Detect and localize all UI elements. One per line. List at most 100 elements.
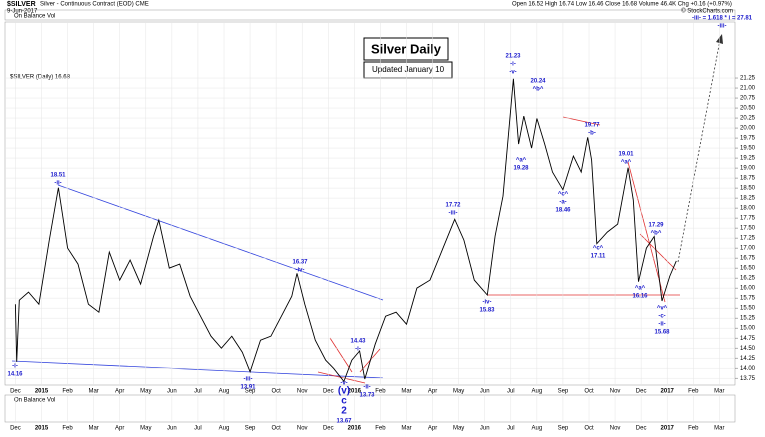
x-tick-label: Jul	[507, 426, 515, 432]
x-tick-label: 2017	[661, 426, 675, 432]
wave-label: ^a^	[516, 158, 527, 164]
wave-label: 18.46	[555, 208, 571, 214]
x-tick-label: Nov	[610, 426, 621, 432]
x-tick-label: Jul	[507, 389, 515, 395]
x-tick-label: Dec	[636, 426, 647, 432]
y-tick-label: 17.75	[740, 216, 756, 222]
wave-label: -iv-	[296, 268, 305, 274]
x-tick-label: Aug	[532, 426, 543, 432]
y-tick-label: 19.75	[740, 136, 756, 142]
wave-label: 17.11	[591, 254, 606, 260]
legend-entry: $SILVER (Daily) 16.68	[10, 75, 71, 81]
wave-label: -v-	[340, 381, 347, 387]
x-tick-label: Dec	[10, 389, 21, 395]
x-tick-label: Aug	[219, 426, 230, 432]
y-tick-label: 18.50	[740, 186, 756, 192]
x-tick-label: Mar	[714, 426, 724, 432]
x-tick-label: Aug	[532, 389, 543, 395]
x-tick-label: May	[140, 389, 151, 395]
wave-label: -i-	[12, 364, 18, 370]
wave-label: ^v^	[657, 306, 668, 312]
wave-label: 16.37	[292, 260, 308, 266]
x-tick-label: May	[453, 389, 464, 395]
title-box	[363, 37, 449, 61]
x-tick-label: Feb	[375, 389, 386, 395]
x-tick-label: Jun	[480, 389, 490, 395]
y-tick-label: 21.25	[740, 76, 756, 82]
x-tick-label: Feb	[62, 426, 73, 432]
x-tick-label: Jun	[167, 426, 177, 432]
x-tick-label: Jul	[194, 389, 202, 395]
y-tick-label: 20.00	[740, 126, 756, 132]
wave-label: 17.72	[445, 203, 461, 209]
y-tick-label: 14.50	[740, 346, 756, 352]
x-tick-label: Mar	[88, 426, 98, 432]
wave-label: 14.16	[7, 372, 23, 378]
y-tick-label: 15.75	[740, 296, 756, 302]
y-tick-label: 20.50	[740, 106, 756, 112]
x-tick-label: Sep	[245, 426, 256, 432]
source: © StockCharts.com	[681, 8, 733, 15]
y-tick-label: 17.25	[740, 236, 756, 242]
wave-label: -ii-	[658, 322, 665, 328]
x-tick-label: Jul	[194, 426, 202, 432]
y-tick-label: 18.00	[740, 206, 756, 212]
wave-label: 2	[341, 406, 347, 417]
x-tick-label: Jun	[480, 426, 490, 432]
x-tick-label: Mar	[714, 389, 724, 395]
x-tick-label: Nov	[297, 389, 308, 395]
x-tick-label: Oct	[271, 426, 281, 432]
wave-label: ^c^	[593, 246, 604, 252]
x-tick-label: Oct	[584, 426, 594, 432]
x-tick-label: May	[453, 426, 464, 432]
wave-label: 19.28	[513, 166, 529, 172]
x-tick-label: Mar	[88, 389, 98, 395]
y-tick-label: 20.25	[740, 116, 756, 122]
x-tick-label: Oct	[584, 389, 594, 395]
x-tick-label: Sep	[558, 426, 569, 432]
wave-label: 14.43	[350, 339, 366, 345]
x-tick-label: Jun	[167, 389, 177, 395]
x-tick-label: Aug	[219, 389, 230, 395]
y-tick-label: 16.25	[740, 276, 756, 282]
wave-label: 17.29	[648, 223, 664, 229]
description: Silver - Continuous Contract (EOD) CME	[40, 2, 149, 8]
wave-label: -iv-	[483, 300, 492, 306]
y-tick-label: 13.75	[740, 376, 756, 382]
x-tick-label: Mar	[401, 426, 411, 432]
x-tick-label: 2015	[35, 426, 49, 432]
price-panel	[4, 21, 736, 386]
x-tick-label: Apr	[115, 389, 124, 395]
wave-label: ^a^	[621, 160, 632, 166]
x-tick-label: May	[140, 426, 151, 432]
y-tick-label: 14.00	[740, 366, 756, 372]
y-tick-label: 19.00	[740, 166, 756, 172]
wave-label: 13.67	[336, 419, 352, 425]
y-tick-label: 15.25	[740, 316, 756, 322]
wave-label: 20.24	[530, 79, 546, 85]
wave-label: 16.16	[632, 294, 648, 300]
y-tick-label: 21.00	[740, 86, 756, 92]
x-tick-label: Nov	[297, 426, 308, 432]
y-tick-label: 19.50	[740, 146, 756, 152]
wave-label: -v-	[509, 70, 516, 76]
x-tick-label: Feb	[375, 426, 386, 432]
x-tick-label: Sep	[558, 389, 569, 395]
wave-label: 15.83	[479, 308, 495, 314]
x-tick-label: Nov	[610, 389, 621, 395]
y-tick-label: 15.00	[740, 326, 756, 332]
y-tick-label: 16.50	[740, 266, 756, 272]
wave-label: -ii-	[54, 181, 61, 187]
y-tick-label: 16.75	[740, 256, 756, 262]
wave-label: -a-	[559, 200, 566, 206]
wave-label: -iii-	[244, 377, 253, 383]
x-tick-label: Feb	[688, 426, 699, 432]
x-tick-label: Feb	[688, 389, 699, 395]
y-tick-label: 19.25	[740, 156, 756, 162]
trendlines	[11, 34, 723, 384]
wave-label: -b-	[588, 131, 596, 137]
wave-label: -i-	[510, 62, 516, 68]
wave-label: ^b^	[533, 87, 544, 93]
x-tick-label: Dec	[10, 426, 21, 432]
wave-label: 18.51	[50, 173, 66, 179]
